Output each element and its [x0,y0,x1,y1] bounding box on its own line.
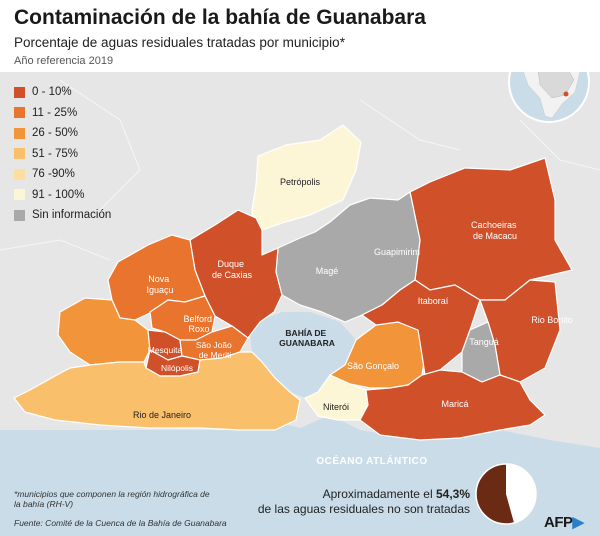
legend-swatch-4 [14,168,25,180]
callout-value: 54,3% [435,487,470,501]
label-duque-line2: de Caxias [212,270,253,280]
pie-untreated-slice [475,464,515,524]
label-niteroi: Niterói [323,402,349,412]
label-itaborai: Itaboraí [418,296,449,306]
label-duque-line1: Duque [217,259,244,269]
legend-item-1: 11 - 25% [14,103,111,124]
reference-year: Año referencia 2019 [14,55,114,67]
bay-area [250,312,356,398]
legend-item-4: 76 -90% [14,164,111,185]
legend: 0 - 10% 11 - 25% 26 - 50% 51 - 75% 76 -9… [14,82,111,226]
legend-item-3: 51 - 75% [14,144,111,165]
header: Contaminación de la bahía de Guanabara P… [0,0,600,72]
page-title: Contaminación de la bahía de Guanabara [14,6,426,29]
outside-borders [0,79,600,261]
legend-item-2: 26 - 50% [14,123,111,144]
legend-swatch-2 [14,127,25,139]
label-duque: Duque de Caxias [212,259,253,280]
legend-swatch-3 [14,148,25,160]
label-bay-line2: GUANABARA [279,338,335,348]
afp-logo: AFP▶ [544,513,584,531]
page-subtitle: Porcentaje de aguas residuales tratadas … [14,35,345,50]
label-guapimirim: Guapimirim [374,247,420,257]
label-sao-joao-line2: de Meriti [199,350,232,360]
legend-item-0: 0 - 10% [14,82,111,103]
label-cachoeiras: Cachoeiras de Macacu [471,220,519,241]
region-itaborai [361,279,481,376]
label-tangua: Tanguá [469,337,499,347]
pie-outline [475,463,537,525]
legend-swatch-1 [14,107,25,119]
label-marica: Maricá [441,399,468,409]
legend-swatch-0 [14,86,25,98]
label-petropolis: Petrópolis [280,177,321,187]
label-bay-line1: BAHÍA DE [285,328,326,338]
region-marica [359,369,546,441]
legend-swatch-6 [14,209,25,221]
label-cachoeiras-line1: Cachoeiras [471,220,517,230]
legend-label-1: 11 - 25% [32,106,78,119]
callout-prefix: Aproximadamente el [322,487,436,501]
label-belford-roxo: Belford Roxo [183,314,214,334]
label-sao-goncalo: São Gonçalo [347,361,399,371]
legend-item-5: 91 - 100% [14,185,111,206]
callout-suffix: de las aguas residuales no son tratadas [257,502,470,516]
footnote: *municipios que componen la región hidro… [14,489,210,509]
label-bay: BAHÍA DE GUANABARA [279,328,335,348]
legend-label-3: 51 - 75% [32,147,79,160]
label-sao-joao: São João de Meriti [196,340,234,360]
legend-swatch-5 [14,189,25,201]
legend-item-6: Sin información [14,205,111,226]
legend-label-0: 0 - 10% [32,86,72,99]
legend-label-4: 76 -90% [32,168,75,181]
label-mage: Magé [316,266,339,276]
label-nilopolis: Nilópolis [161,363,193,373]
region-rio-de-janeiro [13,351,301,431]
callout-text: Aproximadamente el 54,3% de las aguas re… [250,487,470,517]
label-rio-bonito: Rio Bonito [531,315,573,325]
legend-label-2: 26 - 50% [32,127,79,140]
legend-label-5: 91 - 100% [32,188,85,201]
source-credit: Fuente: Comité de la Cuenca de la Bahía … [14,518,227,528]
label-ocean: OCÉANO ATLÁNTICO [316,454,427,467]
label-nova-iguacu-line1: Nova [148,274,169,284]
label-rio: Rio de Janeiro [133,410,191,420]
globe-location-marker [563,91,569,97]
label-sao-joao-line1: São João [196,340,232,350]
label-belford-roxo-line2: Roxo [188,324,209,334]
label-nova-iguacu-line2: Iguaçu [146,285,173,295]
label-belford-roxo-line1: Belford [183,314,212,324]
afp-logo-text: AFP [544,514,573,531]
label-mesquita: Mesquita [148,345,183,355]
label-cachoeiras-line2: de Macacu [473,231,517,241]
legend-label-6: Sin información [32,209,112,222]
label-nova-iguacu: Nova Iguaçu [146,274,173,295]
afp-logo-mark: ▶ [572,514,585,531]
ocean-area [0,415,600,536]
untreated-pie [475,463,537,525]
